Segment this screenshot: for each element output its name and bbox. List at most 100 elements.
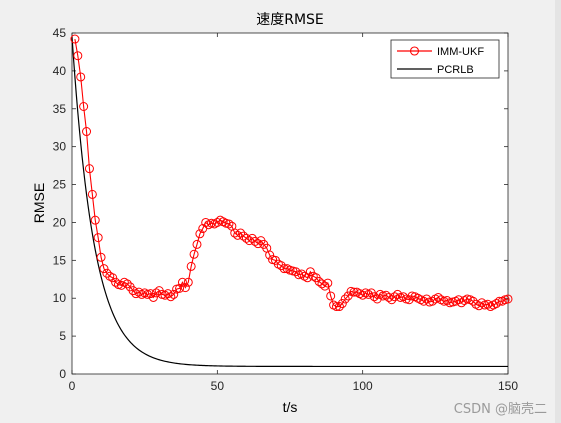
imm-ukf-point: [422, 294, 432, 304]
legend-box: [390, 39, 500, 79]
imm-ukf-point: [276, 261, 286, 271]
imm-ukf-point: [477, 298, 487, 308]
axis-ticks: 0 50 100 150 0 5 10 15 20 25 30 35 40 45: [53, 26, 519, 393]
imm-ukf-point: [393, 289, 403, 299]
imm-ukf-point: [82, 127, 92, 137]
imm-ukf-point: [233, 230, 243, 240]
imm-ukf-point: [96, 252, 106, 262]
imm-ukf-point: [128, 286, 138, 296]
imm-ukf-point: [369, 292, 379, 302]
imm-ukf-point: [76, 72, 86, 82]
imm-ukf-point: [151, 288, 161, 298]
imm-ukf-point: [93, 233, 103, 243]
y-tick-label: 40: [53, 64, 67, 78]
imm-ukf-point: [122, 279, 132, 289]
pcrlb-line: [71, 36, 508, 368]
imm-ukf-point: [238, 231, 248, 241]
legend-label-imm-ukf: IMM-UKF: [437, 46, 484, 58]
imm-ukf-point: [247, 233, 257, 243]
imm-ukf-point: [166, 292, 176, 302]
imm-ukf-point: [99, 264, 109, 274]
imm-ukf-point: [474, 301, 484, 311]
x-axis-label: t/s: [283, 399, 298, 415]
y-tick-label: 45: [53, 26, 67, 40]
imm-ukf-point: [454, 295, 464, 305]
imm-ukf-point: [189, 249, 199, 259]
imm-ukf-point: [102, 268, 112, 278]
imm-ukf-point: [320, 281, 330, 291]
y-tick-label: 30: [53, 140, 67, 154]
imm-ukf-point: [334, 302, 344, 312]
y-tick-label: 25: [53, 178, 67, 192]
imm-ukf-point: [387, 295, 397, 305]
imm-ukf-point: [177, 277, 187, 287]
imm-ukf-point: [192, 239, 202, 249]
imm-ukf-point: [390, 292, 400, 302]
imm-ukf-point: [175, 283, 185, 293]
imm-ukf-point: [384, 292, 394, 302]
imm-ukf-point: [73, 51, 83, 61]
imm-ukf-point: [79, 102, 89, 111]
imm-ukf-point: [236, 228, 246, 238]
imm-ukf-point: [494, 296, 504, 306]
imm-ukf-point: [317, 279, 327, 289]
imm-ukf-point: [70, 34, 80, 44]
imm-ukf-point: [180, 283, 190, 293]
imm-ukf-point: [337, 299, 347, 309]
imm-ukf-point: [90, 215, 100, 225]
imm-ukf-point: [302, 273, 312, 283]
imm-ukf-point: [279, 264, 289, 274]
imm-ukf-point: [291, 267, 301, 277]
imm-ukf-point: [230, 228, 240, 238]
imm-ukf-point: [349, 287, 359, 297]
x-tick-label: 100: [353, 379, 373, 393]
imm-ukf-point: [381, 290, 391, 300]
imm-ukf-point: [224, 219, 234, 229]
imm-ukf-point: [419, 296, 429, 306]
imm-ukf-point: [108, 273, 118, 283]
imm-ukf-point: [183, 277, 193, 287]
imm-ukf-point: [186, 261, 196, 271]
imm-ukf-point: [326, 291, 336, 301]
watermark: CSDN @脑壳二: [453, 402, 547, 417]
y-tick-label: 35: [53, 102, 67, 116]
x-tick-label: 50: [211, 379, 225, 393]
imm-ukf-point: [163, 289, 173, 299]
imm-ukf-point: [503, 294, 513, 304]
axes-background: [71, 32, 509, 375]
imm-ukf-point: [212, 217, 222, 227]
imm-ukf-point: [323, 278, 333, 288]
imm-ukf-point: [372, 294, 382, 304]
imm-ukf-point: [241, 233, 251, 243]
imm-ukf-point: [483, 299, 493, 309]
imm-ukf-point: [398, 292, 408, 302]
imm-ukf-point: [253, 239, 263, 249]
legend-label-pcrlb: PCRLB: [437, 64, 474, 76]
imm-ukf-point: [87, 189, 97, 199]
legend: IMM-UKF PCRLB: [390, 39, 500, 79]
imm-ukf-point: [134, 287, 144, 297]
imm-ukf-point: [195, 229, 205, 239]
imm-ukf-point: [84, 164, 94, 174]
imm-ukf-point: [340, 294, 350, 304]
imm-ukf-point: [148, 292, 158, 302]
y-tick-label: 0: [59, 367, 66, 381]
imm-ukf-point: [305, 267, 315, 277]
y-tick-label: 5: [59, 329, 66, 343]
imm-ukf-point: [250, 236, 260, 246]
legend-marker-imm-ukf: [409, 46, 420, 56]
y-tick-label: 10: [53, 291, 67, 305]
y-axis-label: RMSE: [31, 183, 47, 223]
imm-ukf-point: [265, 250, 275, 260]
imm-ukf-point: [332, 302, 342, 312]
series-pcrlb: [71, 36, 508, 368]
imm-ukf-point: [116, 280, 126, 290]
window-edge: [555, 0, 561, 423]
x-tick-label: 0: [69, 379, 76, 393]
chart-title: 速度RMSE: [256, 12, 324, 28]
imm-ukf-point: [358, 290, 368, 300]
imm-ukf-point: [111, 277, 121, 287]
imm-ukf-point: [244, 236, 254, 246]
series-imm-ukf: [70, 34, 513, 312]
